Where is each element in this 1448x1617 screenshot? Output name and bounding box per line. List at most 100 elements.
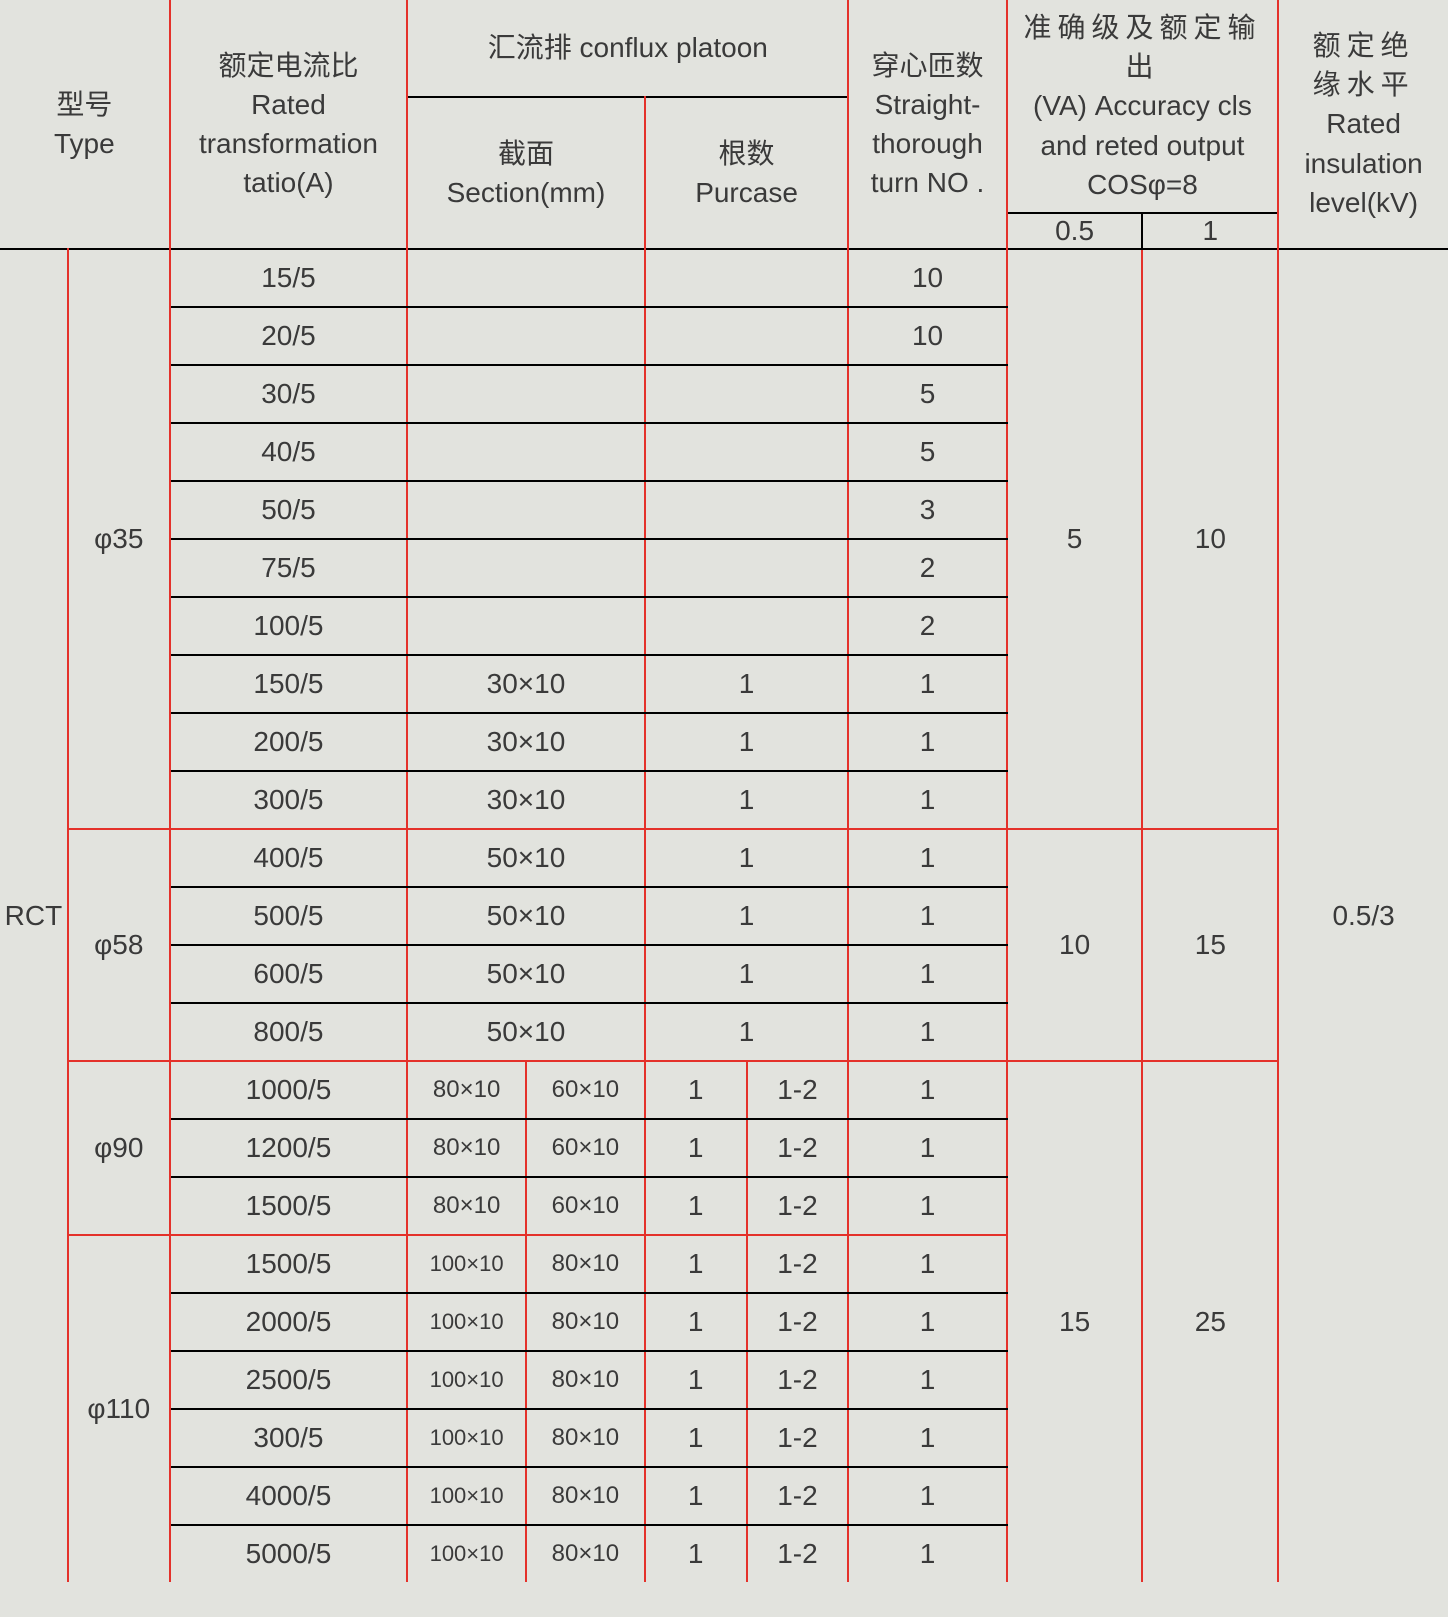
table-cell: 80×10 — [526, 1351, 645, 1409]
table-cell: 1500/5 — [170, 1235, 408, 1293]
type-code: RCT — [0, 249, 68, 1582]
table-cell: 1 — [848, 1119, 1006, 1177]
table-cell: 15/5 — [170, 249, 408, 307]
table-cell: 60×10 — [526, 1119, 645, 1177]
table-cell: 3 — [848, 481, 1006, 539]
table-cell: 50×10 — [407, 945, 645, 1003]
table-cell: 1 — [645, 1293, 747, 1351]
table-cell: 1500/5 — [170, 1177, 408, 1235]
table-cell: 1 — [848, 1409, 1006, 1467]
table-cell: 1-2 — [747, 1409, 849, 1467]
table-cell: 1-2 — [747, 1467, 849, 1525]
table-cell: 1 — [645, 713, 849, 771]
table-cell: 4000/5 — [170, 1467, 408, 1525]
table-cell: 300/5 — [170, 771, 408, 829]
acc-05: 15 — [1007, 1061, 1143, 1582]
table-cell: 1 — [645, 1119, 747, 1177]
table-cell — [645, 597, 849, 655]
table-cell: 1 — [848, 1351, 1006, 1409]
table-cell: 1 — [848, 1525, 1006, 1582]
table-cell: 1 — [645, 1525, 747, 1582]
table-cell: 1 — [645, 655, 849, 713]
table-cell: 500/5 — [170, 887, 408, 945]
table-cell: 80×10 — [526, 1235, 645, 1293]
table-cell — [407, 307, 645, 365]
table-cell: 50×10 — [407, 887, 645, 945]
hdr-acc-05: 0.5 — [1007, 213, 1143, 249]
table-cell: 80×10 — [526, 1467, 645, 1525]
table-cell: 5 — [848, 365, 1006, 423]
table-cell: 2 — [848, 597, 1006, 655]
table-cell: 1 — [645, 829, 849, 887]
table-cell: 1 — [645, 1003, 849, 1061]
spec-table: 型号 Type 额定电流比 Rated transformation tatio… — [0, 0, 1448, 1582]
hdr-accuracy: 准确级及额定输出 (VA) Accuracy cls and reted out… — [1007, 0, 1278, 213]
table-cell: 80×10 — [526, 1525, 645, 1582]
table-cell: 1-2 — [747, 1351, 849, 1409]
hdr-insulation: 额定绝 缘水平 Rated insulation level(kV) — [1278, 0, 1448, 249]
hdr-purcase: 根数 Purcase — [645, 97, 849, 249]
table-cell — [407, 539, 645, 597]
table-cell: 80×10 — [407, 1061, 526, 1119]
table-cell: 10 — [848, 307, 1006, 365]
acc-05: 10 — [1007, 829, 1143, 1061]
table-cell: 800/5 — [170, 1003, 408, 1061]
table-cell: 1 — [848, 1003, 1006, 1061]
table-cell: 80×10 — [407, 1119, 526, 1177]
acc-1: 10 — [1142, 249, 1278, 829]
table-cell: 1-2 — [747, 1235, 849, 1293]
table-cell: 1 — [645, 1235, 747, 1293]
table-cell: 100×10 — [407, 1409, 526, 1467]
hdr-section: 截面 Section(mm) — [407, 97, 645, 249]
table-cell: 1 — [645, 1177, 747, 1235]
table-cell: 2 — [848, 539, 1006, 597]
table-cell: 75/5 — [170, 539, 408, 597]
table-cell: 50×10 — [407, 829, 645, 887]
table-cell: 2500/5 — [170, 1351, 408, 1409]
table-cell: 600/5 — [170, 945, 408, 1003]
phi-58: φ58 — [68, 829, 170, 1061]
table-cell — [407, 249, 645, 307]
table-cell: 100×10 — [407, 1525, 526, 1582]
table-cell: 200/5 — [170, 713, 408, 771]
table-cell: 1 — [645, 1467, 747, 1525]
table-cell: 80×10 — [526, 1409, 645, 1467]
table-cell: 100×10 — [407, 1351, 526, 1409]
table-cell — [645, 539, 849, 597]
table-cell: 1 — [848, 1235, 1006, 1293]
phi-110: φ110 — [68, 1235, 170, 1582]
table-cell: 5 — [848, 423, 1006, 481]
table-cell: 1 — [645, 887, 849, 945]
spec-table-container: 型号 Type 额定电流比 Rated transformation tatio… — [0, 0, 1448, 1582]
table-cell: 1-2 — [747, 1525, 849, 1582]
table-cell — [407, 423, 645, 481]
table-cell: 100×10 — [407, 1235, 526, 1293]
table-cell: 30×10 — [407, 713, 645, 771]
phi-35: φ35 — [68, 249, 170, 829]
table-cell: 1 — [848, 1467, 1006, 1525]
table-cell: 400/5 — [170, 829, 408, 887]
table-cell: 1 — [848, 1061, 1006, 1119]
table-cell: 1-2 — [747, 1061, 849, 1119]
table-cell: 1-2 — [747, 1177, 849, 1235]
table-cell: 100×10 — [407, 1467, 526, 1525]
table-cell: 40/5 — [170, 423, 408, 481]
acc-1: 15 — [1142, 829, 1278, 1061]
table-cell: 10 — [848, 249, 1006, 307]
table-cell: 60×10 — [526, 1177, 645, 1235]
table-cell — [645, 249, 849, 307]
table-cell: 100/5 — [170, 597, 408, 655]
insulation-value: 0.5/3 — [1278, 249, 1448, 1582]
table-cell: 1 — [848, 1177, 1006, 1235]
table-cell: 1 — [645, 771, 849, 829]
table-cell: 1000/5 — [170, 1061, 408, 1119]
hdr-type: 型号 Type — [0, 0, 170, 249]
table-cell: 30/5 — [170, 365, 408, 423]
table-cell: 100×10 — [407, 1293, 526, 1351]
table-cell: 1 — [848, 829, 1006, 887]
table-cell: 1 — [645, 1409, 747, 1467]
table-cell — [407, 365, 645, 423]
table-cell: 1 — [848, 713, 1006, 771]
table-cell: 150/5 — [170, 655, 408, 713]
table-cell: 20/5 — [170, 307, 408, 365]
